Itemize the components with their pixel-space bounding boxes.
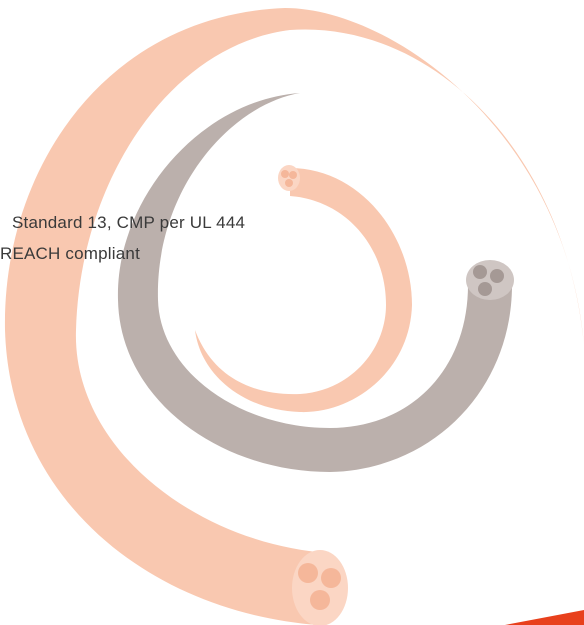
wire bbox=[490, 269, 504, 283]
inner-cable bbox=[195, 168, 412, 412]
wire bbox=[289, 171, 297, 179]
page: Standard 13, CMP per UL 444 REACH compli… bbox=[0, 0, 584, 625]
wire bbox=[285, 179, 293, 187]
wire bbox=[298, 563, 318, 583]
wire bbox=[281, 170, 289, 178]
wire bbox=[310, 590, 330, 610]
wire bbox=[321, 568, 341, 588]
accent-bar bbox=[505, 610, 584, 625]
middle-cable-end bbox=[466, 260, 514, 300]
cable-spiral-graphic bbox=[0, 0, 584, 625]
wire bbox=[478, 282, 492, 296]
middle-cable bbox=[118, 93, 512, 472]
wire bbox=[473, 265, 487, 279]
spec-line: REACH compliant bbox=[0, 244, 140, 264]
outer-cable-end bbox=[292, 550, 348, 625]
inner-cable-end bbox=[278, 165, 300, 191]
spec-line: Standard 13, CMP per UL 444 bbox=[12, 213, 245, 233]
